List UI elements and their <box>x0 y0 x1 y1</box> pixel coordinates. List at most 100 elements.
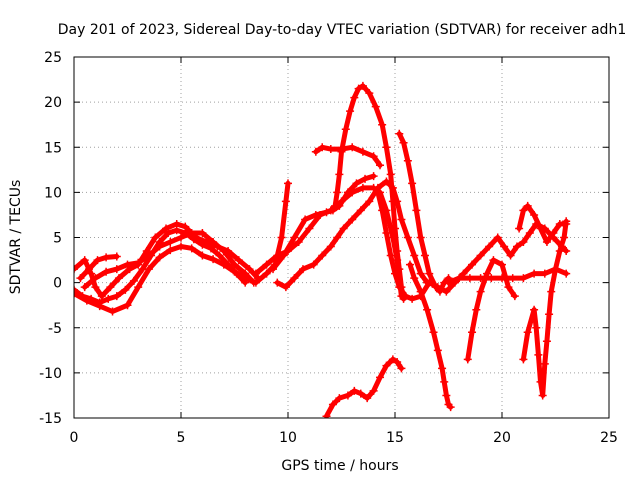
y-tick-label: 25 <box>44 50 62 66</box>
data-point-marker <box>333 233 342 242</box>
data-point-marker <box>498 260 506 269</box>
data-point-marker <box>166 246 175 255</box>
data-point-marker <box>358 147 367 156</box>
data-point-marker <box>339 224 348 233</box>
data-point-marker <box>155 253 164 262</box>
data-point-marker <box>468 260 477 269</box>
data-point-marker <box>112 265 121 274</box>
data-point-marker <box>215 251 224 260</box>
data-point-marker <box>358 183 367 192</box>
y-tick-label: 20 <box>44 95 62 111</box>
data-point-marker <box>106 283 115 292</box>
data-point-marker <box>80 283 89 292</box>
data-point-marker <box>326 242 335 251</box>
data-point-marker <box>365 89 374 98</box>
data-point-marker <box>206 244 215 253</box>
data-point-marker <box>416 292 425 301</box>
y-tick-label: 5 <box>53 231 62 247</box>
y-tick-label: -5 <box>48 321 62 337</box>
data-point-marker <box>309 260 318 269</box>
data-point-marker <box>326 145 335 154</box>
data-point-marker <box>356 206 365 215</box>
data-point-marker <box>311 147 320 156</box>
data-point-marker <box>322 412 331 418</box>
data-point-marker <box>382 228 391 237</box>
data-point-marker <box>155 238 164 247</box>
data-point-marker <box>506 251 515 260</box>
data-point-marker <box>504 283 513 292</box>
data-point-marker <box>485 242 494 251</box>
x-tick-label: 5 <box>177 430 186 446</box>
data-point-marker <box>376 161 385 170</box>
x-tick-label: 0 <box>70 430 79 446</box>
data-point-marker <box>538 391 547 400</box>
data-point-marker <box>234 256 243 265</box>
data-point-marker <box>281 283 290 292</box>
data-point-marker <box>423 305 432 314</box>
data-point-marker <box>318 143 327 152</box>
y-tick-label: 10 <box>44 185 62 201</box>
data-point-marker <box>147 251 156 260</box>
data-point-marker <box>350 386 359 395</box>
data-point-marker <box>530 210 539 219</box>
data-point-marker <box>177 233 185 242</box>
data-point-marker <box>369 386 378 395</box>
data-point-marker <box>536 224 545 233</box>
data-point-marker <box>290 274 299 283</box>
data-point-marker <box>519 238 528 247</box>
y-tick-label: 15 <box>44 140 62 156</box>
data-point-marker <box>425 278 434 287</box>
data-point-marker <box>438 364 447 373</box>
data-point-marker <box>382 361 391 370</box>
data-point-marker <box>328 206 337 215</box>
x-axis-label: GPS time / hours <box>281 458 398 474</box>
data-point-marker <box>348 215 357 224</box>
data-point-marker <box>562 219 571 228</box>
data-point-marker <box>262 260 271 269</box>
data-point-marker <box>142 247 151 256</box>
data-point-marker <box>241 269 250 278</box>
data-point-marker <box>444 278 453 287</box>
data-point-marker <box>416 269 425 278</box>
data-point-marker <box>530 305 539 314</box>
data-point-marker <box>318 251 327 260</box>
data-point-marker <box>510 292 519 301</box>
data-point-marker <box>95 298 104 307</box>
data-point-marker <box>187 244 196 253</box>
data-point-marker <box>545 310 554 319</box>
data-point-marker <box>189 235 198 244</box>
data-point-marker <box>335 394 344 403</box>
data-point-marker <box>560 233 569 242</box>
data-point-marker <box>395 283 404 292</box>
data-point-marker <box>284 179 292 188</box>
data-point-marker <box>472 305 481 314</box>
data-point-marker <box>425 269 434 278</box>
data-point-marker <box>138 265 147 274</box>
data-point-marker <box>84 265 93 274</box>
data-point-marker <box>232 269 241 278</box>
data-point-marker <box>91 283 100 292</box>
data-point-marker <box>74 265 78 274</box>
data-point-marker <box>290 233 299 242</box>
data-point-marker <box>378 120 387 129</box>
data-point-marker <box>102 253 111 262</box>
data-point-marker <box>209 255 218 264</box>
data-point-marker <box>123 301 132 310</box>
data-point-marker <box>408 294 417 303</box>
data-point-marker <box>540 269 549 278</box>
data-point-marker <box>76 274 85 283</box>
data-point-marker <box>352 179 361 188</box>
data-point-marker <box>361 174 370 183</box>
data-point-marker <box>301 215 310 224</box>
data-point-marker <box>121 285 130 294</box>
data-point-marker <box>395 265 404 274</box>
data-point-marker <box>542 238 551 247</box>
data-point-marker <box>525 228 534 237</box>
data-point-marker <box>551 265 560 274</box>
data-point-marker <box>388 197 397 206</box>
x-tick-label: 10 <box>279 430 297 446</box>
data-point-marker <box>542 337 551 346</box>
data-point-marker <box>224 260 233 269</box>
